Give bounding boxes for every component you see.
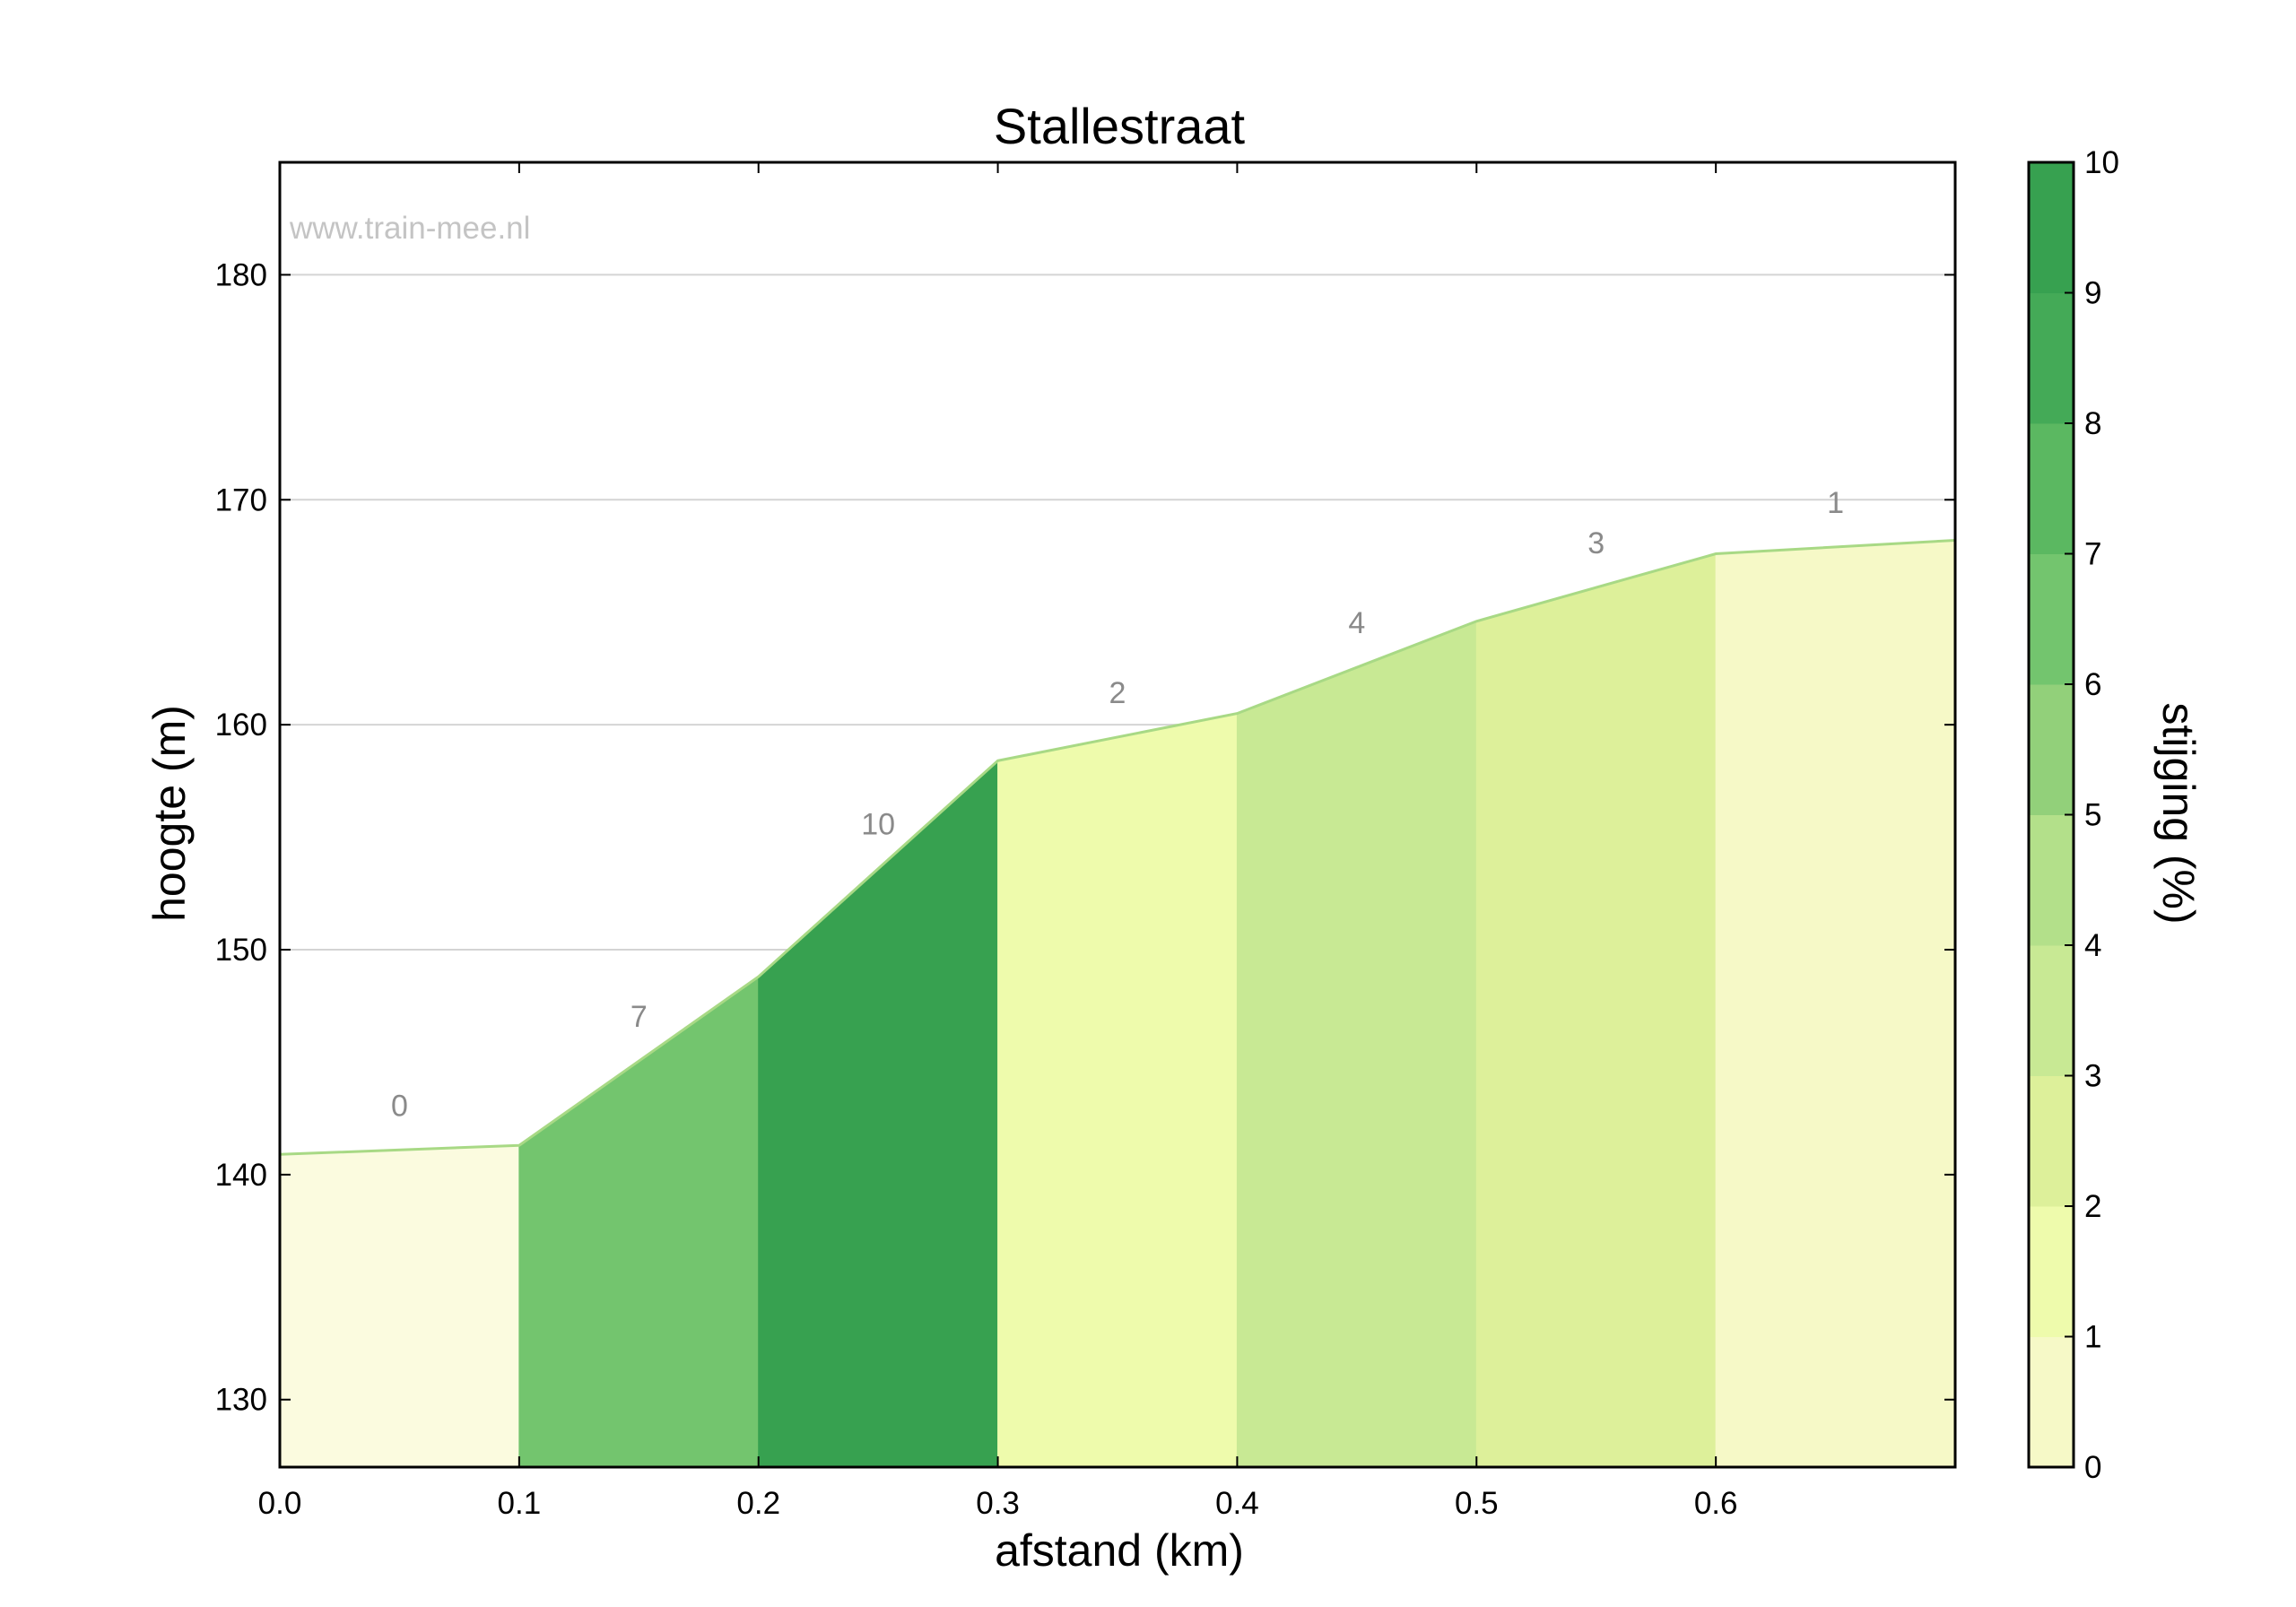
colorbar-tick-label-0: 0: [2084, 1450, 2101, 1485]
x-tick-label-4: 0.4: [1215, 1486, 1259, 1521]
gradient-label-0: 0: [391, 1089, 408, 1123]
colorbar-band-9: [2029, 162, 2074, 293]
colorbar: 0 1 2 3 4 5 6 7 8 9 10: [2027, 145, 2119, 1485]
plot-frame: [278, 161, 1957, 1469]
segment-5: [1475, 552, 1717, 1468]
colorbar-band-7: [2029, 423, 2074, 554]
plot-border: [278, 161, 1957, 1469]
colorbar-tick-label-10: 10: [2084, 145, 2119, 180]
colorbar-tick-label-1: 1: [2084, 1320, 2101, 1355]
y-tick-label-1: 140: [215, 1158, 267, 1193]
segment-1: [518, 976, 760, 1468]
colorbar-tick-label-7: 7: [2084, 537, 2101, 572]
colorbar-band-2: [2029, 1075, 2074, 1207]
x-tick-label-1: 0.1: [498, 1486, 542, 1521]
elevation-line: [279, 538, 1956, 1156]
chart-title: Stallestraat: [994, 98, 1246, 154]
x-axis-ticks: 0.0 0.1 0.2 0.3 0.4 0.5 0.6: [258, 162, 1738, 1521]
gradient-label-2: 10: [861, 808, 895, 842]
x-tick-label-6: 0.6: [1694, 1486, 1738, 1521]
y-tick-label-4: 170: [215, 482, 267, 517]
colorbar-label: stijging (%): [2153, 702, 2204, 924]
gradient-label-3: 2: [1109, 676, 1126, 710]
colorbar-tick-label-6: 6: [2084, 667, 2101, 702]
colorbar-band-4: [2029, 814, 2074, 946]
colorbar-tick-label-3: 3: [2084, 1059, 2101, 1094]
colorbar-band-1: [2029, 1206, 2074, 1337]
colorbar-tick-label-2: 2: [2084, 1189, 2101, 1224]
y-tick-label-0: 130: [215, 1383, 267, 1418]
colorbar-tick-label-8: 8: [2084, 406, 2101, 441]
colorbar-tick-label-4: 4: [2084, 928, 2101, 963]
y-tick-label-3: 160: [215, 708, 267, 743]
colorbar-band-0: [2029, 1336, 2074, 1468]
gradient-label-4: 4: [1348, 606, 1365, 640]
segment-2: [758, 760, 999, 1468]
colorbar-band-6: [2029, 553, 2074, 685]
gradient-label-6: 1: [1827, 486, 1844, 520]
gradient-segments: [279, 539, 1956, 1468]
gradient-label-1: 7: [631, 1000, 648, 1034]
colorbar-band-3: [2029, 945, 2074, 1076]
segment-6: [1715, 539, 1956, 1468]
segment-0: [279, 1144, 520, 1468]
watermark: www.train-mee.nl: [289, 211, 530, 246]
y-tick-label-5: 180: [215, 257, 267, 292]
segment-4: [1236, 621, 1477, 1468]
colorbar-tick-label-9: 9: [2084, 276, 2101, 311]
colorbar-band-5: [2029, 684, 2074, 815]
elevation-polyline: [279, 538, 1956, 1156]
colorbar-tick-label-5: 5: [2084, 798, 2101, 833]
x-tick-label-3: 0.3: [976, 1486, 1020, 1521]
x-tick-label-5: 0.5: [1455, 1486, 1499, 1521]
x-tick-label-2: 0.2: [736, 1486, 780, 1521]
gradient-label-5: 3: [1587, 526, 1605, 560]
gradient-labels: 0 7 10 2 4 3 1: [391, 486, 1844, 1123]
y-tick-label-2: 150: [215, 933, 267, 968]
x-axis-label: afstand (km): [995, 1525, 1244, 1576]
x-tick-label-0: 0.0: [258, 1486, 302, 1521]
segment-3: [997, 713, 1238, 1468]
colorbar-band-8: [2029, 292, 2074, 424]
y-axis-label: hoogte (m): [144, 705, 195, 922]
